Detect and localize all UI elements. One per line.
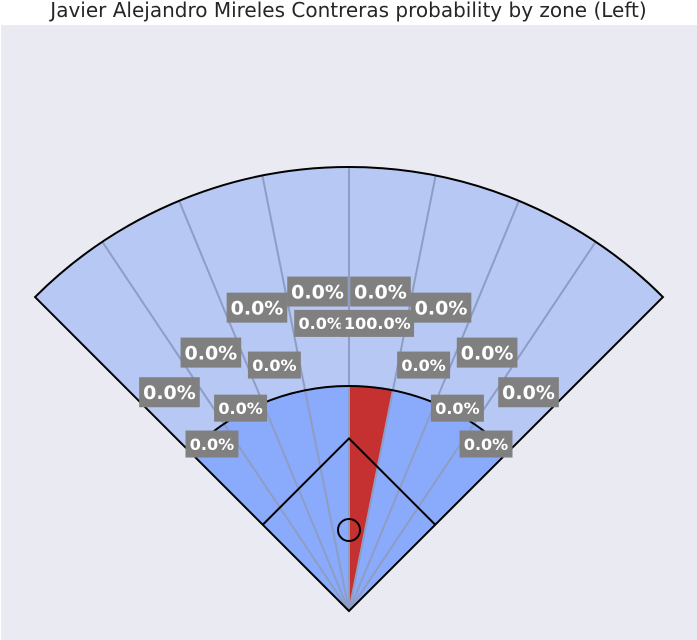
label-box — [294, 309, 348, 337]
outfield-label-8: 0.0% — [498, 377, 559, 408]
zone-labels: 0.0% 0.0% 0.0% 0.0% 0.0% 0.0% 0.0% 0.0% 0.0% 0.0%… — [139, 276, 559, 458]
label-box — [247, 351, 301, 379]
outfield-label-2: 0.0% — [180, 337, 242, 368]
label-text: 0.0% — [190, 435, 234, 454]
zone-dividers — [101, 167, 597, 612]
infield-divider — [348, 423, 475, 612]
label-box — [410, 292, 472, 323]
label-text: 0.0% — [143, 382, 196, 404]
outfield-label-7: 0.0% — [456, 337, 518, 368]
label-box — [185, 430, 239, 458]
label-text: 0.0% — [218, 399, 262, 418]
infield-zone-6 — [349, 390, 436, 611]
label-text: 0.0% — [502, 382, 555, 404]
infield-zone-2 — [224, 403, 349, 611]
outfield-label-5: 0.0% — [350, 276, 411, 307]
label-text: 0.0% — [298, 314, 342, 333]
label-box — [139, 377, 200, 408]
label-box — [226, 292, 288, 323]
outfield-label-4: 0.0% — [287, 276, 348, 307]
infield-label-7: 0.0% — [430, 394, 484, 422]
label-text: 0.0% — [252, 356, 296, 375]
label-box — [340, 309, 415, 337]
outfield-fence — [33, 166, 665, 613]
label-box — [459, 430, 513, 458]
infield-label-5: 100.0% — [340, 309, 415, 337]
infield-divider — [348, 390, 394, 612]
infield-divider — [262, 402, 350, 612]
infield-zone-3 — [262, 390, 349, 611]
label-box — [180, 337, 242, 368]
outfield-label-6: 0.0% — [410, 292, 472, 323]
outfield-label-1: 0.0% — [139, 377, 200, 408]
label-box — [287, 276, 348, 307]
label-text: 0.0% — [401, 356, 445, 375]
infield-label-3: 0.0% — [247, 351, 301, 379]
label-box — [456, 337, 518, 368]
label-box — [397, 351, 451, 379]
infield-label-1: 0.0% — [185, 430, 239, 458]
infield-zone-7 — [349, 403, 474, 611]
label-text: 0.0% — [291, 281, 344, 303]
base-paths — [262, 437, 436, 526]
infield-label-6: 0.0% — [397, 351, 451, 379]
label-box — [430, 394, 484, 422]
label-text: 0.0% — [231, 297, 284, 319]
label-box — [214, 394, 268, 422]
label-text: 100.0% — [344, 314, 411, 333]
infield-label-2: 0.0% — [214, 394, 268, 422]
pitcher-mound — [337, 518, 361, 542]
label-text: 0.0% — [461, 342, 514, 364]
label-text: 0.0% — [435, 399, 479, 418]
label-text: 0.0% — [185, 342, 238, 364]
chart-title: Javier Alejandro Mireles Contreras proba… — [50, 0, 647, 22]
label-box — [498, 377, 559, 408]
label-text: 0.0% — [354, 281, 407, 303]
infield-label-4: 0.0% — [294, 309, 348, 337]
infield-divider — [304, 390, 350, 612]
label-text: 0.0% — [464, 435, 508, 454]
infield-label-8: 0.0% — [459, 430, 513, 458]
infield-divider — [348, 402, 436, 612]
outfield-label-3: 0.0% — [226, 292, 288, 323]
infield-divider — [223, 423, 350, 612]
label-box — [350, 276, 411, 307]
label-text: 0.0% — [415, 297, 468, 319]
